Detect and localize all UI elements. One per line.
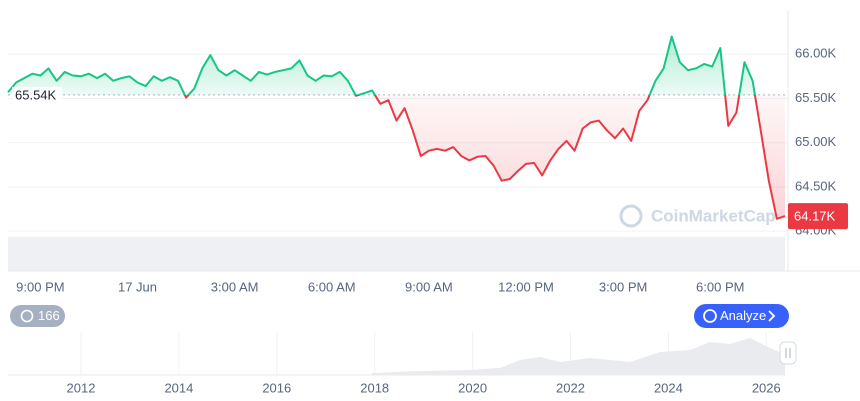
navigator-year: 2012 (67, 380, 96, 395)
navigator-year: 2026 (752, 380, 781, 395)
x-tick-label: 9:00 PM (16, 279, 64, 294)
x-tick-label: 3:00 AM (211, 279, 259, 294)
x-tick-label: 3:00 PM (599, 279, 647, 294)
last-value-label: 64.17K (794, 209, 836, 224)
history-badge[interactable]: 166 (10, 305, 65, 327)
baseline-label: 65.54K (15, 87, 57, 102)
x-tick-label: 6:00 AM (308, 279, 356, 294)
analyze-label: Analyze (720, 308, 766, 323)
navigator-year: 2024 (654, 380, 683, 395)
x-tick-label: 6:00 PM (696, 279, 744, 294)
last-value-badge (788, 203, 848, 230)
y-tick-label: 65.50K (795, 90, 837, 105)
navigator: 2012 2014 2016 2018 2020 2022 2024 2026 (8, 332, 797, 395)
y-tick-label: 66.00K (795, 46, 837, 61)
watermark: CoinMarketCap (619, 204, 776, 228)
y-tick-label: 65.00K (795, 134, 837, 149)
navigator-year: 2018 (360, 380, 389, 395)
navigator-year: 2020 (458, 380, 487, 395)
volume-area (8, 237, 785, 271)
analyze-button[interactable]: Analyze (694, 304, 789, 328)
x-tick-label: 12:00 PM (498, 279, 554, 294)
price-line (7, 35, 786, 220)
x-tick-label: 9:00 AM (405, 279, 453, 294)
x-tick-label: 17 Jun (118, 279, 157, 294)
area-fill (8, 36, 785, 219)
baseline-label-bg (12, 86, 62, 103)
navigator-year: 2022 (556, 380, 585, 395)
navigator-year: 2014 (164, 380, 193, 395)
watermark-text: CoinMarketCap (651, 206, 776, 225)
navigator-year: 2016 (262, 380, 291, 395)
history-count: 166 (38, 308, 60, 323)
y-tick-label: 64.50K (795, 178, 837, 193)
